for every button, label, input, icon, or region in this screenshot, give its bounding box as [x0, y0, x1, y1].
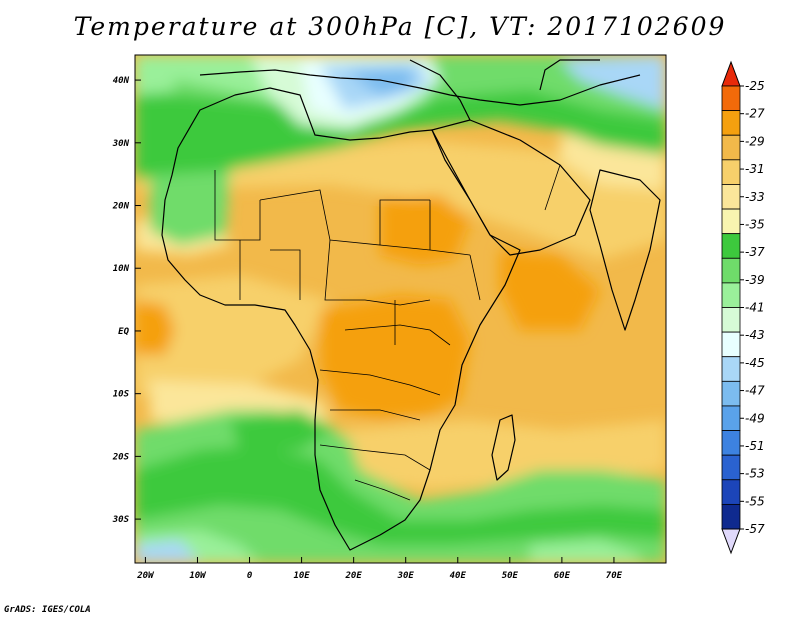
lat-tick-label: 30S	[112, 515, 130, 525]
colorbar-legend: -25 -27 -29 -31 -33 -35 -37 -39 -41 -43 -45 -47 -49 -…	[721, 60, 765, 555]
country-borders	[214, 164, 561, 501]
map-title: Temperature at 300hPa [C], VT: 201710260…	[73, 12, 727, 41]
grads-credit: GrADS: IGES/COLA	[4, 605, 91, 615]
colorbar-label: -45	[745, 356, 765, 370]
plot-frame	[134, 54, 667, 564]
colorbar-swatch	[721, 331, 741, 358]
colorbar-label: -25	[745, 79, 765, 93]
coastlines	[161, 59, 661, 551]
colorbar-label: -57	[745, 522, 765, 536]
lat-tick-label: 30N	[112, 139, 130, 149]
lon-tick-label: 50E	[502, 571, 519, 581]
lat-tick-label: 10S	[113, 390, 130, 400]
colorbar-swatch	[721, 430, 741, 456]
lon-tick-label: 20E	[345, 571, 363, 581]
longitude-ticks: 20W 10W 0 10E 20E 30E 40E 50E 60E 70E	[136, 557, 623, 581]
colorbar-label: -33	[745, 190, 765, 204]
lon-tick-label: 10W	[189, 571, 207, 581]
colorbar-swatch	[721, 307, 741, 333]
lon-tick-label: 40E	[450, 571, 467, 581]
colorbar-swatch	[721, 282, 741, 308]
colorbar-swatch	[721, 208, 741, 235]
colorbar-label: -49	[745, 411, 765, 425]
lon-tick-label: 10E	[293, 571, 310, 581]
colorbar-label: -51	[745, 439, 765, 453]
colorbar-label: -27	[745, 107, 765, 121]
latitude-ticks: 40N 30N 20N 10N EQ 10S 20S 30S	[112, 76, 141, 525]
colorbar-swatch	[721, 257, 741, 284]
lat-tick-label: 20N	[112, 202, 130, 212]
colorbar-top-arrow	[721, 60, 741, 87]
colorbar-swatch	[721, 110, 741, 136]
lat-tick-label: EQ	[118, 327, 129, 337]
lon-tick-label: 0	[247, 571, 253, 581]
colorbar-swatch	[721, 454, 741, 481]
lon-tick-label: 60E	[554, 571, 571, 581]
lon-tick-label: 70E	[606, 571, 623, 581]
colorbar-swatch	[721, 233, 741, 259]
colorbar-label: -41	[745, 301, 765, 315]
colorbar-swatch	[721, 134, 741, 161]
lon-tick-label: 30E	[397, 571, 415, 581]
colorbar-swatch	[721, 405, 741, 431]
temperature-field	[135, 55, 666, 563]
colorbar-swatch	[721, 85, 741, 112]
colorbar-label: -53	[745, 467, 765, 481]
colorbar-swatch	[721, 356, 741, 382]
colorbar-label: -39	[745, 273, 765, 287]
colorbar-label: -43	[745, 328, 765, 342]
colorbar-label: -47	[745, 384, 765, 398]
lon-tick-label: 20W	[136, 571, 155, 581]
colorbar-label: -29	[745, 134, 765, 148]
lat-tick-label: 40N	[113, 76, 130, 86]
colorbar-label: -37	[745, 245, 765, 259]
colorbar-swatch	[721, 479, 741, 505]
plot-area	[135, 55, 666, 563]
colorbar-label: -55	[745, 494, 765, 508]
lat-tick-label: 10N	[113, 264, 130, 274]
colorbar-label: -35	[745, 217, 765, 231]
colorbar-swatch	[721, 184, 741, 210]
lat-tick-label: 20S	[112, 452, 130, 462]
colorbar-swatch	[721, 380, 741, 407]
colorbar-swatch	[721, 503, 741, 530]
colorbar-label: -31	[745, 162, 765, 176]
colorbar-bottom-arrow	[721, 528, 741, 555]
colorbar-swatch	[721, 159, 741, 185]
